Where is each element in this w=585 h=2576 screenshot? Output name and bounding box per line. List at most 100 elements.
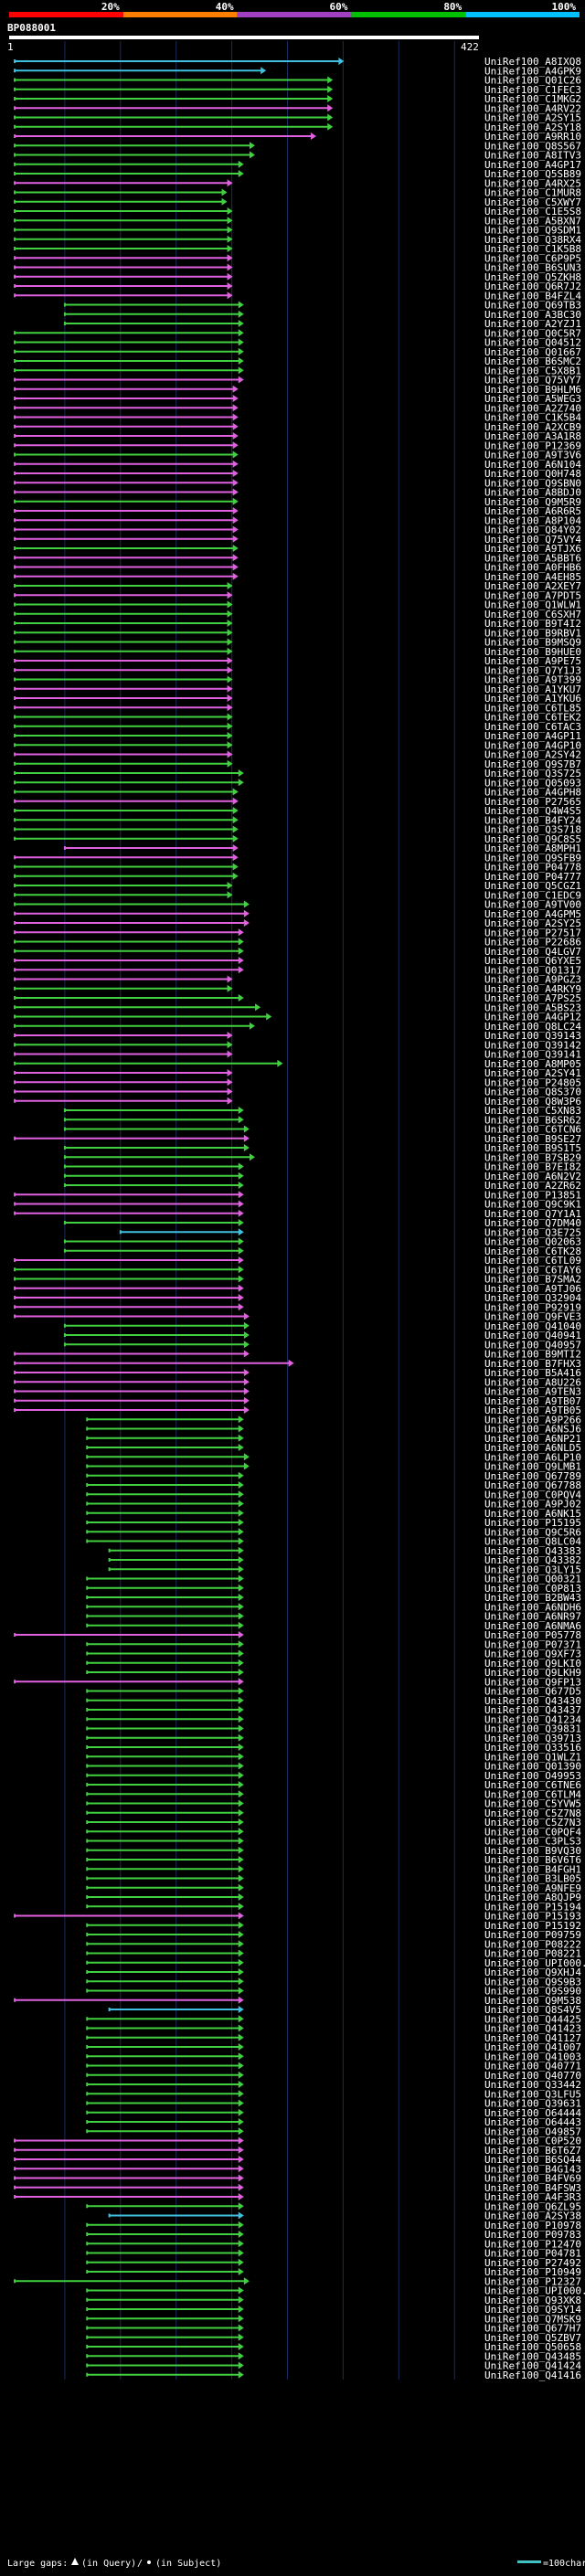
hit-label: UniRef100_Q1WLW1 [484, 599, 581, 611]
hit-row: UniRef100_Q9C9K1 [14, 1199, 581, 1211]
hit-start-tick [14, 1380, 16, 1384]
hit-arrow-icon [238, 1781, 244, 1788]
hit-start-tick [108, 2213, 111, 2218]
hit-arrow-icon [238, 2081, 244, 2088]
hit-row: UniRef100_Q39141 [14, 1049, 581, 1061]
hit-start-tick [86, 2326, 89, 2330]
hit-row: UniRef100_C6TLM4 [86, 1788, 581, 1800]
hit-start-tick [14, 2147, 16, 2152]
hit-arrow-icon [238, 1818, 244, 1826]
hit-start-tick [14, 1136, 16, 1140]
hit-start-tick [14, 490, 16, 494]
hit-row: UniRef100_B4FZL4 [14, 290, 581, 302]
hit-row: UniRef100_C1MKG2 [14, 93, 581, 105]
hit-label: UniRef100_Q40957 [484, 1339, 581, 1351]
hit-arrow-icon [238, 1434, 244, 1442]
hit-start-tick [14, 1296, 16, 1299]
hit-start-tick [14, 1633, 16, 1637]
hit-row: UniRef100_A2XEY7 [14, 580, 581, 592]
hit-row: UniRef100_B7SMA2 [14, 1274, 581, 1286]
hit-row: UniRef100_P15193 [14, 1911, 581, 1923]
tick-label-40pct: 40% [216, 1, 234, 13]
hit-row: UniRef100_Q9C5R6 [86, 1526, 581, 1538]
hit-label: UniRef100_Q41424 [484, 2360, 581, 2372]
hit-arrow-icon [238, 1565, 244, 1574]
hit-label: UniRef100_B2BW43 [484, 1592, 581, 1604]
hit-arrow-icon [227, 882, 233, 889]
hit-row: UniRef100_A1YKU6 [14, 693, 581, 705]
hit-label: UniRef100_A1YKU6 [484, 693, 581, 705]
hit-start-tick [14, 536, 16, 541]
hit-label: UniRef100_Q43383 [484, 1545, 581, 1557]
hit-start-tick [86, 2045, 89, 2049]
hit-label: UniRef100_Q5ZBV7 [484, 2332, 581, 2344]
hit-label: UniRef100_C0PQF4 [484, 1826, 581, 1838]
hit-label: UniRef100_B6SMC2 [484, 355, 581, 367]
hit-start-tick [86, 2101, 89, 2105]
hit-row: UniRef100_A5BS23 [14, 1002, 581, 1013]
hit-start-tick [14, 1005, 16, 1010]
hit-row: UniRef100_Q9SDM1 [14, 225, 581, 237]
hit-arrow-icon [232, 488, 239, 496]
hit-row: UniRef100_Q677D5 [86, 1686, 581, 1698]
hit-arrow-icon [227, 179, 233, 187]
hit-label: UniRef100_P22686 [484, 937, 581, 949]
hit-row: UniRef100_Q02063 [63, 1236, 581, 1248]
hit-row: UniRef100_Q9C8S5 [14, 833, 581, 845]
hit-arrow-icon [243, 919, 250, 927]
hit-label: UniRef100_Q05093 [484, 777, 581, 789]
hit-arrow-icon [227, 282, 233, 290]
hit-arrow-icon [227, 675, 233, 684]
hit-row: UniRef100_Q01C26 [14, 75, 581, 87]
hit-arrow-icon [249, 151, 255, 159]
hit-row: UniRef100_Q40957 [63, 1339, 581, 1351]
hit-arrow-icon [238, 1237, 244, 1246]
hit-row: UniRef100_Q9S9B3 [86, 1976, 581, 1988]
hit-start-tick [63, 1173, 66, 1178]
hit-arrow-icon [238, 779, 244, 787]
hit-start-tick [14, 902, 16, 906]
hit-row: UniRef100_B6T6Z7 [14, 2145, 581, 2157]
hit-arrow-icon [232, 441, 239, 450]
hit-start-tick [14, 1913, 16, 1918]
hit-label: UniRef100_A2ZR62 [484, 1180, 581, 1192]
hit-start-tick [86, 2129, 89, 2134]
hit-row: UniRef100_Q7Y1A1 [14, 1208, 581, 1220]
hit-row: UniRef100_Q0C5R7 [14, 327, 581, 339]
hit-start-tick [86, 2251, 89, 2255]
hit-start-tick [63, 1221, 66, 1224]
hit-start-tick [86, 1605, 89, 1609]
hit-label: UniRef100_A2SY15 [484, 112, 581, 124]
hit-arrow-icon [232, 797, 239, 805]
hit-row: UniRef100_Q6YXE5 [14, 955, 581, 967]
hit-start-tick [14, 1314, 16, 1319]
hit-label: UniRef100_Q33516 [484, 1742, 581, 1754]
hit-arrow-icon [238, 1874, 244, 1882]
hit-arrow-icon [327, 122, 334, 131]
hit-arrow-icon [327, 76, 334, 84]
hit-row: UniRef100_B2BW43 [86, 1592, 581, 1604]
hit-label: UniRef100_Q38RX4 [484, 234, 581, 246]
hit-row: UniRef100_O64444 [86, 2107, 581, 2119]
hit-label: UniRef100_A4GPM5 [484, 908, 581, 920]
hit-label: UniRef100_A0FHB6 [484, 562, 581, 574]
hit-row: UniRef100_P15195 [86, 1517, 581, 1529]
hit-row: UniRef100_P13851 [14, 1189, 581, 1201]
hit-row: UniRef100_Q41423 [86, 2023, 581, 2035]
hit-label: UniRef100_Q9C9K1 [484, 1199, 581, 1211]
hit-rows: UniRef100_A8IXQ8UniRef100_A4GPK9UniRef10… [14, 56, 585, 2381]
hit-start-tick [86, 1801, 89, 1806]
gap-subject-icon [147, 2560, 151, 2564]
hit-label: UniRef100_Q33442 [484, 2079, 581, 2091]
hit-row: UniRef100_C5XWY7 [14, 196, 581, 208]
hit-arrow-icon [238, 338, 244, 346]
hit-start-tick [14, 499, 16, 504]
hit-arrow-icon [238, 2156, 244, 2163]
hit-label: UniRef100_Q41416 [484, 2369, 581, 2381]
hit-arrow-icon [227, 684, 233, 693]
hit-row: UniRef100_A2SY18 [14, 122, 581, 133]
hit-arrow-icon [243, 1312, 250, 1320]
hit-label: UniRef100_Q9LKI0 [484, 1658, 581, 1670]
hit-start-tick [86, 1642, 89, 1647]
hit-row: UniRef100_Q8LC24 [14, 1021, 581, 1033]
